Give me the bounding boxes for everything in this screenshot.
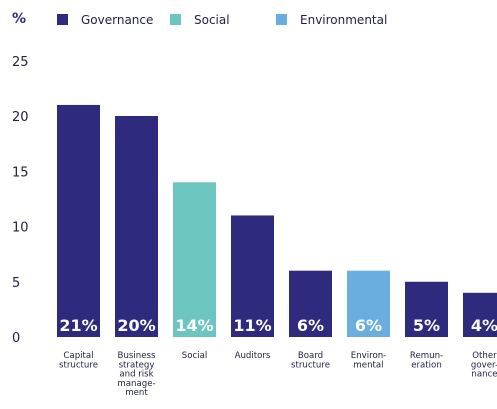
data-label: 5%	[413, 316, 440, 335]
data-label: 14%	[175, 316, 213, 335]
x-tick-label-line: mental	[353, 360, 383, 370]
x-tick-label-line: strategy	[119, 360, 155, 370]
x-tick-label-line: ment	[125, 388, 148, 398]
x-tick-label-line: Remun-	[410, 351, 443, 361]
bar	[115, 116, 158, 337]
x-tick-label: Environ-mental	[351, 351, 387, 370]
bar	[347, 270, 390, 337]
x-tick-label: Remun-eration	[410, 351, 443, 370]
legend-swatch	[170, 14, 181, 25]
legend-label: Governance	[81, 13, 153, 27]
y-tick-label: 5	[12, 276, 20, 291]
legend-item: Social	[170, 13, 230, 27]
y-tick-label: 0	[12, 331, 20, 346]
y-unit-label: %	[12, 11, 26, 27]
x-tick-label-line: Business	[118, 351, 156, 361]
x-tick-label-line: structure	[59, 360, 98, 370]
bar	[289, 270, 332, 337]
x-tick-label: Auditors	[235, 351, 271, 361]
x-tick-label-line: structure	[291, 360, 330, 370]
data-label: 6%	[355, 316, 382, 335]
bars: 21% 20% 14% 11% 6% 6% 5% 4%	[57, 104, 497, 337]
data-label: 4%	[471, 316, 497, 335]
legend-swatch	[57, 14, 68, 25]
x-tick-label-line: Board	[298, 351, 323, 361]
y-axis-ticks: 0 5 10 15 20 25	[12, 55, 29, 346]
x-tick-label-line: gover-	[471, 360, 497, 370]
y-tick-label: 20	[12, 110, 29, 125]
bar	[57, 104, 100, 337]
x-tick-label-line: manage-	[117, 379, 155, 389]
bar	[463, 292, 497, 337]
legend-item: Governance	[57, 13, 153, 27]
legend-label: Environmental	[300, 13, 387, 27]
x-tick-label-line: Social	[182, 351, 207, 361]
x-tick-label-line: Capital	[63, 351, 93, 361]
bar	[231, 215, 274, 337]
bar	[173, 182, 216, 337]
legend-item: Environmental	[276, 13, 387, 27]
legend: Governance Social Environmental	[57, 13, 387, 27]
x-tick-label-line: Other	[472, 351, 497, 361]
x-tick-label-line: eration	[411, 360, 442, 370]
x-tick-label-line: Auditors	[235, 351, 271, 361]
y-tick-label: 10	[12, 221, 29, 236]
bar	[405, 281, 448, 337]
data-label: 6%	[297, 316, 324, 335]
legend-swatch	[276, 14, 287, 25]
data-label: 21%	[59, 316, 97, 335]
x-tick-label-line: nance	[471, 370, 497, 380]
y-tick-label: 15	[12, 165, 29, 180]
x-tick-label-line: and risk	[119, 370, 153, 380]
x-tick-label-line: Environ-	[351, 351, 387, 361]
data-label: 20%	[117, 316, 155, 335]
legend-label: Social	[194, 13, 230, 27]
data-label: 11%	[233, 316, 271, 335]
y-tick-label: 25	[12, 55, 29, 70]
x-tick-label: Social	[182, 351, 207, 361]
